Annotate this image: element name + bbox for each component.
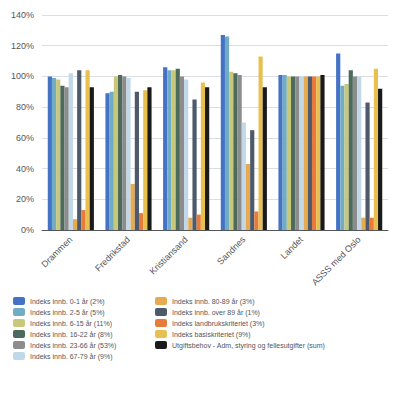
svg-text:140%: 140%: [11, 10, 34, 20]
svg-text:100%: 100%: [11, 71, 34, 81]
svg-text:120%: 120%: [11, 41, 34, 51]
svg-text:Kristiansand: Kristiansand: [148, 234, 190, 276]
svg-text:Utgiftsbehov - Adm, styring og: Utgiftsbehov - Adm, styring og fellesutg…: [172, 342, 325, 350]
svg-text:ASSS med Oslo: ASSS med Oslo: [310, 234, 363, 287]
svg-text:Indeks innb. 2-5 år (5%): Indeks innb. 2-5 år (5%): [30, 309, 105, 317]
svg-text:Indeks innb. 6-15 år (11%): Indeks innb. 6-15 år (11%): [30, 320, 112, 328]
svg-text:Indeks innb. 80-89 år (3%): Indeks innb. 80-89 år (3%): [172, 298, 255, 306]
svg-text:Indeks innb. 23-66 år (53%): Indeks innb. 23-66 år (53%): [30, 342, 116, 350]
svg-text:Indeks basiskriteriet (9%): Indeks basiskriteriet (9%): [172, 331, 251, 339]
svg-text:Indeks landbrukskriteriet (3%): Indeks landbrukskriteriet (3%): [172, 320, 265, 328]
svg-text:Sandnes: Sandnes: [215, 234, 248, 267]
svg-text:Drammen: Drammen: [39, 234, 74, 269]
svg-text:Indeks innb. over 89 år (1%): Indeks innb. over 89 år (1%): [172, 309, 260, 317]
svg-text:80%: 80%: [16, 102, 34, 112]
svg-text:Fredrikstad: Fredrikstad: [93, 234, 132, 273]
svg-text:20%: 20%: [16, 194, 34, 204]
svg-text:40%: 40%: [16, 164, 34, 174]
svg-text:Indeks innb. 16-22 år (8%): Indeks innb. 16-22 år (8%): [30, 331, 113, 339]
svg-text:Landet: Landet: [279, 234, 306, 261]
svg-text:Indeks innb. 67-79 år (9%): Indeks innb. 67-79 år (9%): [30, 353, 113, 361]
svg-text:60%: 60%: [16, 133, 34, 143]
svg-text:Indeks innb. 0-1 år (2%): Indeks innb. 0-1 år (2%): [30, 298, 105, 306]
svg-text:0%: 0%: [21, 225, 34, 235]
